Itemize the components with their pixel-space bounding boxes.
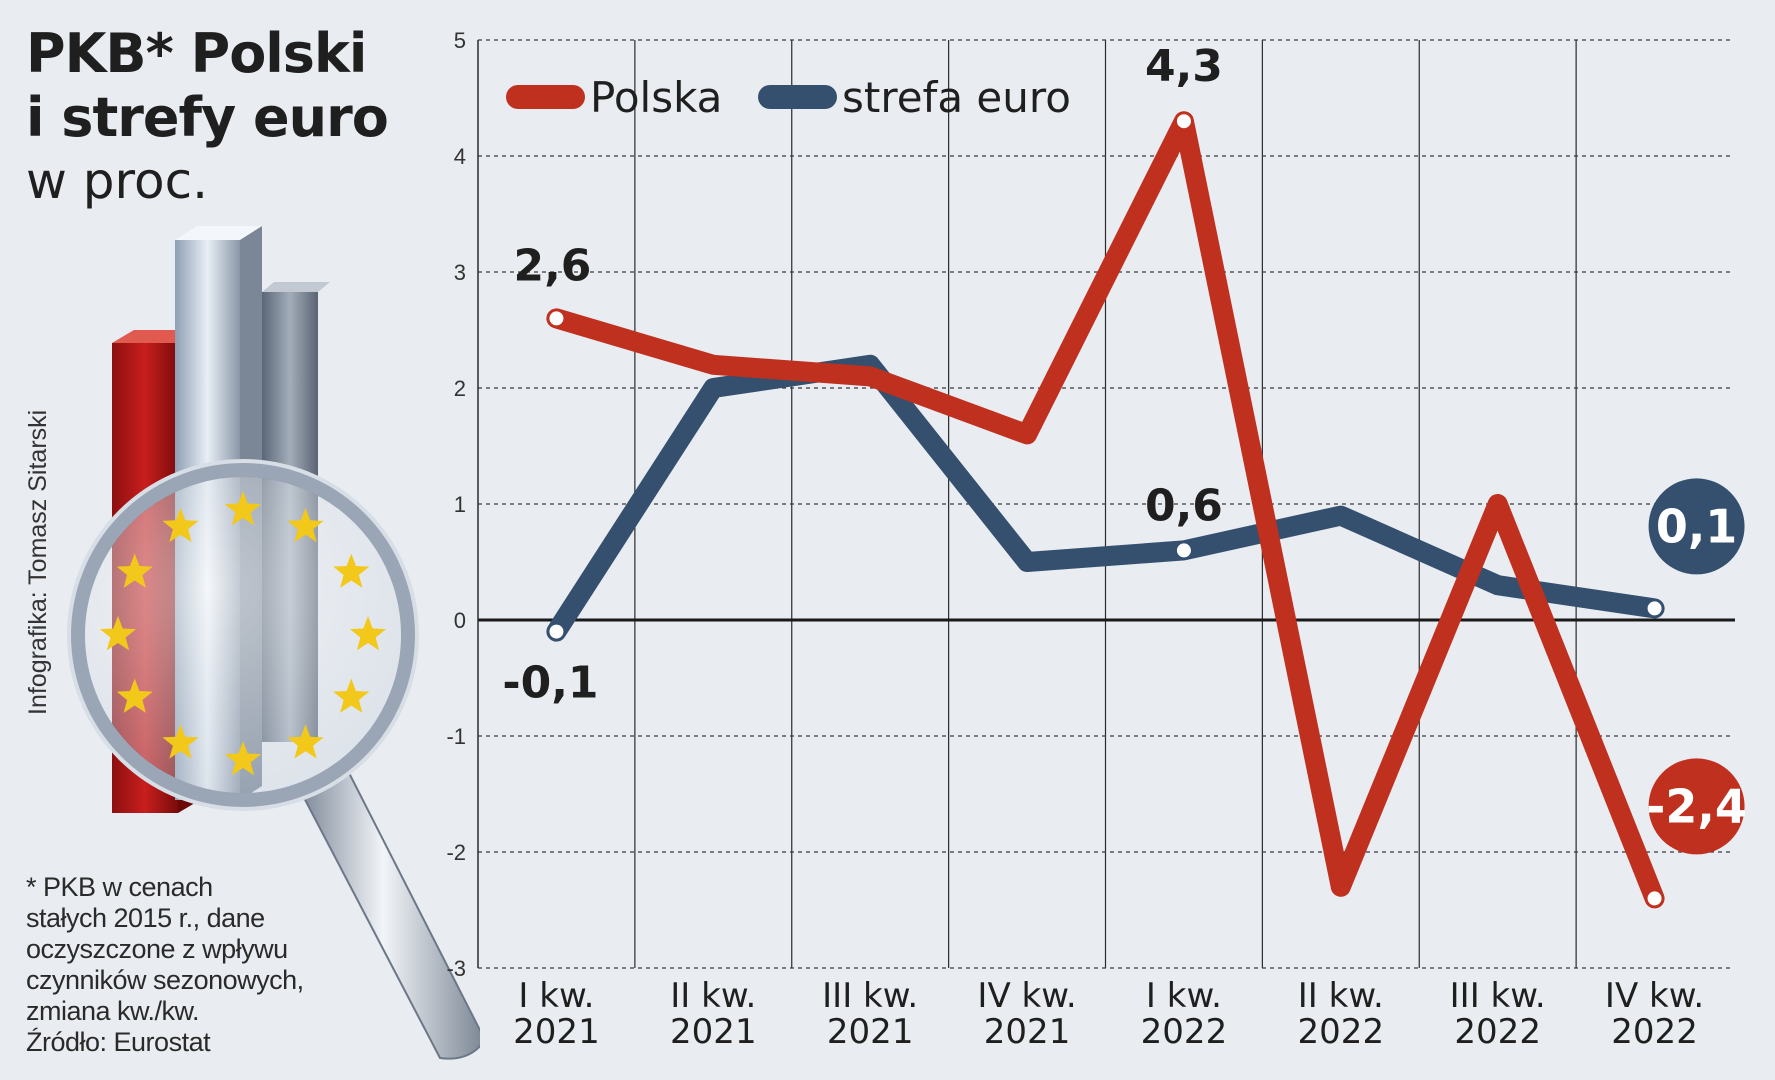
footnote-line: czynników sezonowych, — [26, 965, 304, 995]
data-label: -0,1 — [502, 658, 598, 709]
data-point-marker — [547, 309, 566, 328]
value-badge — [1648, 758, 1745, 855]
x-tick-label-year: 2022 — [1298, 1012, 1385, 1052]
data-label: 0,6 — [1145, 480, 1223, 531]
x-tick-label-year: 2022 — [1611, 1012, 1698, 1052]
series-line-polska — [546, 111, 1665, 909]
title-line-1: PKB* Polski — [26, 22, 367, 85]
x-tick-label: II kw. — [1298, 976, 1384, 1016]
star-icon — [162, 507, 199, 543]
star-icon — [349, 616, 387, 651]
value-badge — [1648, 478, 1745, 575]
y-tick-label: -2 — [446, 840, 466, 865]
legend-label: strefa euro — [842, 73, 1071, 122]
x-tick-label: III kw. — [1450, 976, 1546, 1016]
chart-subtitle: w proc. — [26, 152, 208, 210]
x-tick-label: I kw. — [1146, 976, 1222, 1016]
footnote-line: stałych 2015 r., dane — [26, 903, 265, 933]
data-label: -2,4 — [1646, 779, 1747, 833]
magnifier-lens — [67, 459, 419, 811]
x-tick-label-year: 2021 — [513, 1012, 600, 1052]
y-tick-label: 4 — [454, 144, 466, 169]
footnote: * PKB w cenach stałych 2015 r., dane ocz… — [26, 872, 356, 1058]
eu-stars-icon — [99, 491, 387, 776]
legend-label: Polska — [590, 73, 722, 122]
y-tick-label: -1 — [446, 724, 466, 749]
magnifier-illustration — [67, 226, 480, 1060]
star-icon — [224, 491, 262, 526]
footnote-line: * PKB w cenach — [26, 872, 213, 902]
chart-data-labels: 2,6 4,3 -2,4 -0,1 0,6 0,1 — [502, 41, 1747, 908]
data-label: 2,6 — [513, 240, 591, 291]
data-point-marker — [1645, 889, 1664, 908]
data-label: 0,1 — [1656, 499, 1738, 553]
data-point-marker — [1645, 599, 1664, 618]
star-icon — [287, 507, 324, 543]
star-icon — [287, 724, 324, 759]
data-point-marker — [1174, 112, 1193, 131]
x-tick-label: IV kw. — [977, 976, 1076, 1016]
page-title: PKB* Polski i strefy euro — [26, 22, 389, 150]
y-tick-label: 5 — [454, 28, 466, 53]
x-tick-label: IV kw. — [1605, 976, 1704, 1016]
star-icon — [333, 678, 370, 713]
data-point-marker — [1174, 541, 1193, 560]
footnote-line: zmiana kw./kw. — [26, 996, 200, 1026]
x-tick-label-year: 2021 — [670, 1012, 757, 1052]
star-icon — [116, 678, 153, 713]
star-icon — [224, 741, 262, 776]
y-tick-label: 0 — [454, 608, 466, 633]
data-point-marker — [547, 622, 566, 641]
chart-grid — [478, 39, 1735, 969]
star-icon — [116, 553, 153, 588]
x-tick-label-year: 2022 — [1454, 1012, 1541, 1052]
footnote-line: oczyszczone z wpływu — [26, 934, 288, 964]
y-tick-label: 3 — [454, 260, 466, 285]
x-tick-label: I kw. — [518, 976, 594, 1016]
star-icon — [99, 616, 137, 651]
magnifier-handle — [298, 763, 480, 1060]
x-tick-label-year: 2021 — [827, 1012, 914, 1052]
chart-series — [546, 111, 1665, 909]
title-line-2: i strefy euro — [26, 86, 389, 149]
star-icon — [162, 724, 199, 759]
footnote-source: Źródło: Eurostat — [26, 1027, 211, 1057]
data-label: 4,3 — [1145, 41, 1223, 92]
x-tick-label: III kw. — [822, 976, 918, 1016]
x-tick-label: II kw. — [670, 976, 756, 1016]
star-icon — [333, 553, 370, 588]
y-tick-label: -3 — [446, 956, 466, 981]
chart-legend: Polska strefa euro — [506, 73, 1071, 122]
y-tick-label: 1 — [454, 492, 466, 517]
x-tick-label-year: 2021 — [984, 1012, 1071, 1052]
y-tick-label: 2 — [454, 376, 466, 401]
x-tick-label-year: 2022 — [1141, 1012, 1228, 1052]
